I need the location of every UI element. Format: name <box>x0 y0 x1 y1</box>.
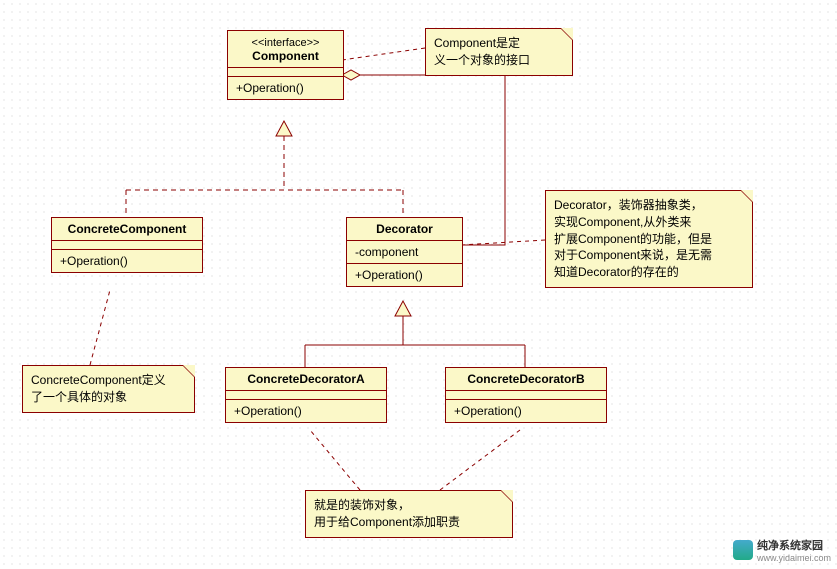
class-decorator: Decorator -component +Operation() <box>346 217 463 287</box>
stereotype: <<interface>> <box>252 37 320 49</box>
logo-icon <box>733 540 753 560</box>
watermark-url: www.yidaimei.com <box>757 553 831 563</box>
operation: +Operation() <box>228 77 343 99</box>
class-name: ConcreteDecoratorB <box>446 368 606 391</box>
class-component: <<interface>>Component +Operation() <box>227 30 344 100</box>
note-concrete-component: ConcreteComponent定义了一个具体的对象 <box>22 365 195 413</box>
operation: +Operation() <box>347 264 462 286</box>
operation: +Operation() <box>226 400 386 422</box>
class-name: Component <box>252 49 319 63</box>
class-name: ConcreteDecoratorA <box>226 368 386 391</box>
note-decorator: Decorator，装饰器抽象类，实现Component,从外类来扩展Compo… <box>545 190 753 288</box>
watermark: 纯净系统家园www.yidaimei.com <box>733 537 831 563</box>
operation: +Operation() <box>446 400 606 422</box>
class-name: Decorator <box>347 218 462 241</box>
class-name: ConcreteComponent <box>52 218 202 241</box>
note-concrete-decorator: 就是的装饰对象，用于给Component添加职责 <box>305 490 513 538</box>
class-concrete-component: ConcreteComponent +Operation() <box>51 217 203 273</box>
class-concrete-decorator-a: ConcreteDecoratorA +Operation() <box>225 367 387 423</box>
note-component: Component是定义一个对象的接口 <box>425 28 573 76</box>
class-concrete-decorator-b: ConcreteDecoratorB +Operation() <box>445 367 607 423</box>
operation: +Operation() <box>52 250 202 272</box>
attribute: -component <box>347 241 462 264</box>
watermark-brand: 纯净系统家园 <box>757 540 823 552</box>
